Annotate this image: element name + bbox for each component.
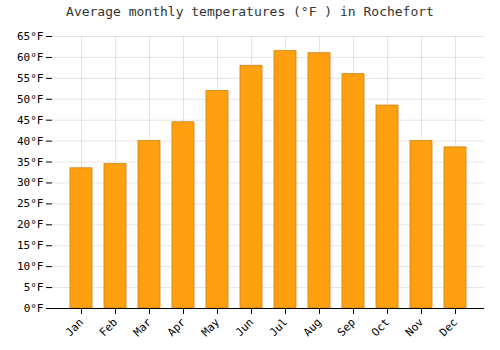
svg-text:5°F: 5°F xyxy=(24,281,44,294)
svg-text:30°F: 30°F xyxy=(17,176,44,189)
svg-text:10°F: 10°F xyxy=(17,260,44,273)
svg-text:0°F: 0°F xyxy=(24,302,44,315)
svg-text:40°F: 40°F xyxy=(17,135,44,148)
svg-text:25°F: 25°F xyxy=(17,197,44,210)
svg-text:Jan: Jan xyxy=(63,316,86,339)
svg-text:Apr: Apr xyxy=(165,315,189,339)
svg-text:Nov: Nov xyxy=(403,315,427,339)
svg-text:15°F: 15°F xyxy=(17,239,44,252)
svg-text:Jul: Jul xyxy=(267,316,290,339)
svg-text:Jun: Jun xyxy=(233,316,256,339)
svg-text:45°F: 45°F xyxy=(17,114,44,127)
svg-text:Oct: Oct xyxy=(369,316,392,339)
svg-text:65°F: 65°F xyxy=(17,30,44,43)
svg-text:55°F: 55°F xyxy=(17,72,44,85)
svg-text:Mar: Mar xyxy=(131,315,155,339)
svg-text:20°F: 20°F xyxy=(17,218,44,231)
svg-text:Feb: Feb xyxy=(97,316,120,339)
svg-text:May: May xyxy=(199,315,223,339)
svg-text:Sep: Sep xyxy=(335,316,358,339)
svg-text:35°F: 35°F xyxy=(17,156,44,169)
svg-text:Aug: Aug xyxy=(301,316,324,339)
html-text:Average monthly temperatures (: Average monthly temperatures (°F ) in Ro… xyxy=(66,4,434,19)
svg-text:60°F: 60°F xyxy=(17,51,44,64)
svg-text:50°F: 50°F xyxy=(17,93,44,106)
svg-text:Dec: Dec xyxy=(437,316,460,339)
